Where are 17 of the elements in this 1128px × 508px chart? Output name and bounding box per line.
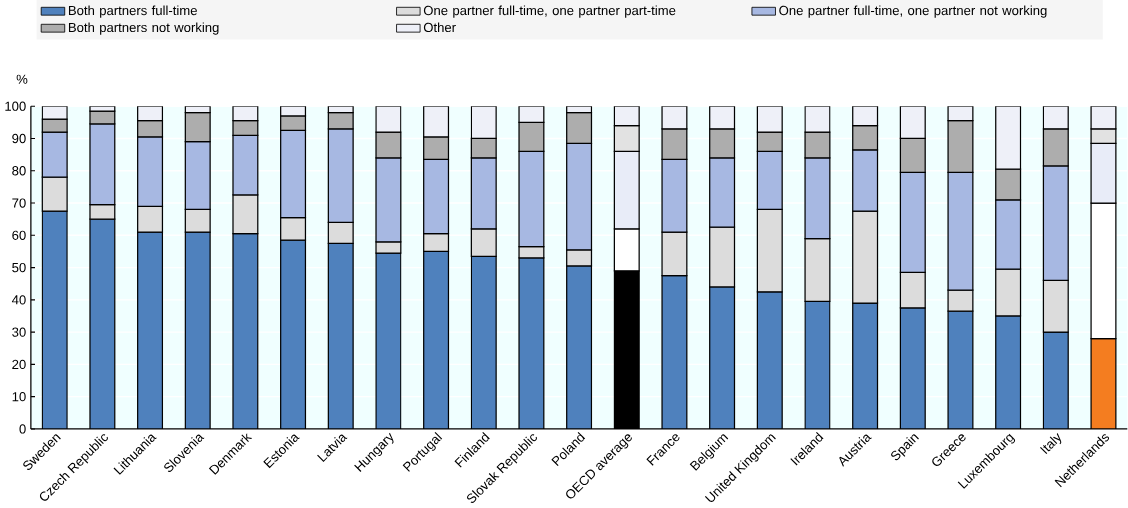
y-tick-label: 20 bbox=[12, 359, 26, 369]
y-tick-label: 70 bbox=[12, 198, 26, 208]
legend-label: Other bbox=[423, 22, 456, 32]
y-tick-label: 50 bbox=[12, 262, 26, 273]
legend-label: Both partners full-time bbox=[68, 5, 197, 18]
y-tick-label: 0 bbox=[19, 424, 26, 434]
y-axis-title: % bbox=[16, 74, 28, 84]
y-tick-label: 80 bbox=[12, 165, 26, 176]
y-tick-label: 30 bbox=[12, 327, 26, 337]
legend-label: One partner full-time, one partner not working bbox=[779, 5, 1047, 18]
y-tick-label: 60 bbox=[12, 230, 26, 240]
legend-label: One partner full-time, one partner part-time bbox=[423, 5, 676, 18]
y-tick-label: 40 bbox=[11, 295, 26, 305]
y-tick-label: 100 bbox=[5, 101, 26, 111]
legend-label: Both partners not working bbox=[68, 22, 219, 35]
y-tick-label: 90 bbox=[12, 133, 26, 143]
y-tick-label: 10 bbox=[12, 391, 26, 402]
